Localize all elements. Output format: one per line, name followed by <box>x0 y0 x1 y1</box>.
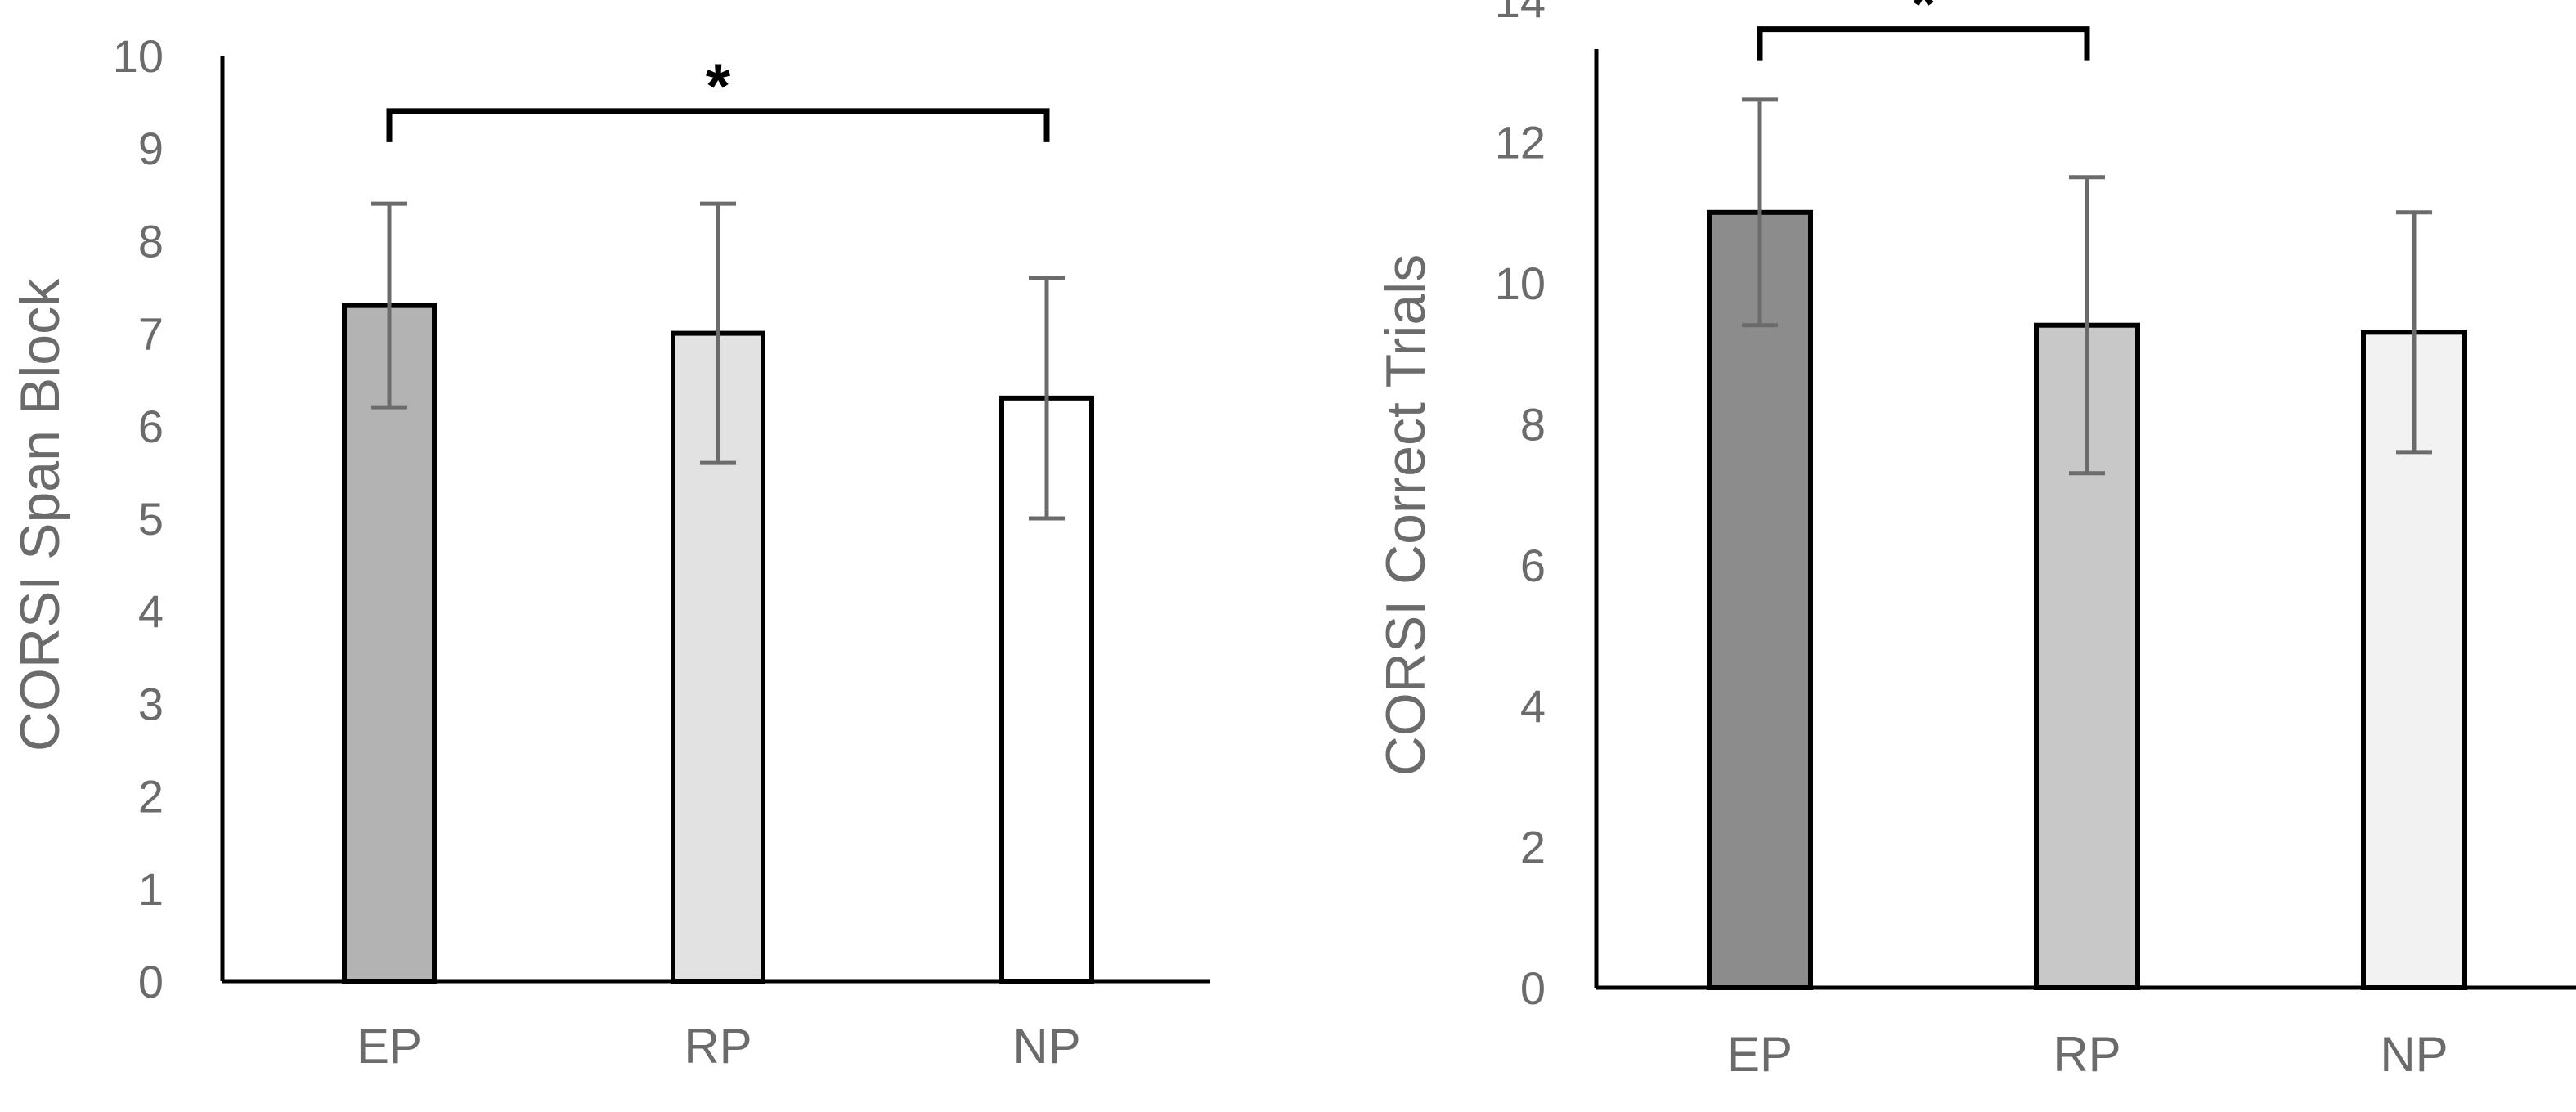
y-tick-label: 2 <box>138 771 164 823</box>
y-tick-label: 8 <box>138 215 164 267</box>
y-tick-label: 6 <box>138 401 164 452</box>
y-tick-label: 7 <box>138 308 164 360</box>
x-tick-label: RP <box>684 1019 752 1074</box>
y-tick-label: 6 <box>1520 540 1546 591</box>
y-tick-label: 12 <box>1495 117 1546 168</box>
y-tick-label: 9 <box>138 123 164 174</box>
significance-bracket <box>386 108 1050 142</box>
y-tick-label: 4 <box>1520 680 1546 732</box>
y-tick-label: 2 <box>1520 822 1546 873</box>
y-tick-label: 3 <box>138 678 164 729</box>
significance-label: * <box>706 50 731 122</box>
y-tick-label: 10 <box>113 30 164 82</box>
y-axis-label: CORSI Correct Trials <box>1375 254 1437 777</box>
x-tick-label: EP <box>1727 1027 1793 1082</box>
y-tick-label: 5 <box>138 493 164 545</box>
y-axis-label: CORSI Span Block <box>9 278 71 751</box>
y-tick-label: 4 <box>138 585 164 637</box>
significance-bracket <box>1757 26 2090 61</box>
y-tick-label: 0 <box>138 956 164 1007</box>
bar <box>1707 209 1813 990</box>
y-tick-label: 0 <box>1520 962 1546 1014</box>
x-tick-label: RP <box>2053 1027 2120 1082</box>
chart-corsi-span-block: 0 1 2 3 4 5 6 7 8 9 10 CORSI Span Block EP RP NP * <box>9 30 1210 1074</box>
x-tick-label: NP <box>2380 1027 2448 1082</box>
x-tick-label: EP <box>357 1019 422 1074</box>
y-tick-label: 14 <box>1495 0 1546 27</box>
x-tick-label: NP <box>1012 1019 1080 1074</box>
bar <box>342 303 437 984</box>
y-tick-label: 10 <box>1495 258 1546 309</box>
significance-label: * <box>1911 0 1936 40</box>
y-tick-label: 8 <box>1520 398 1546 450</box>
y-tick-label: 1 <box>138 863 164 915</box>
